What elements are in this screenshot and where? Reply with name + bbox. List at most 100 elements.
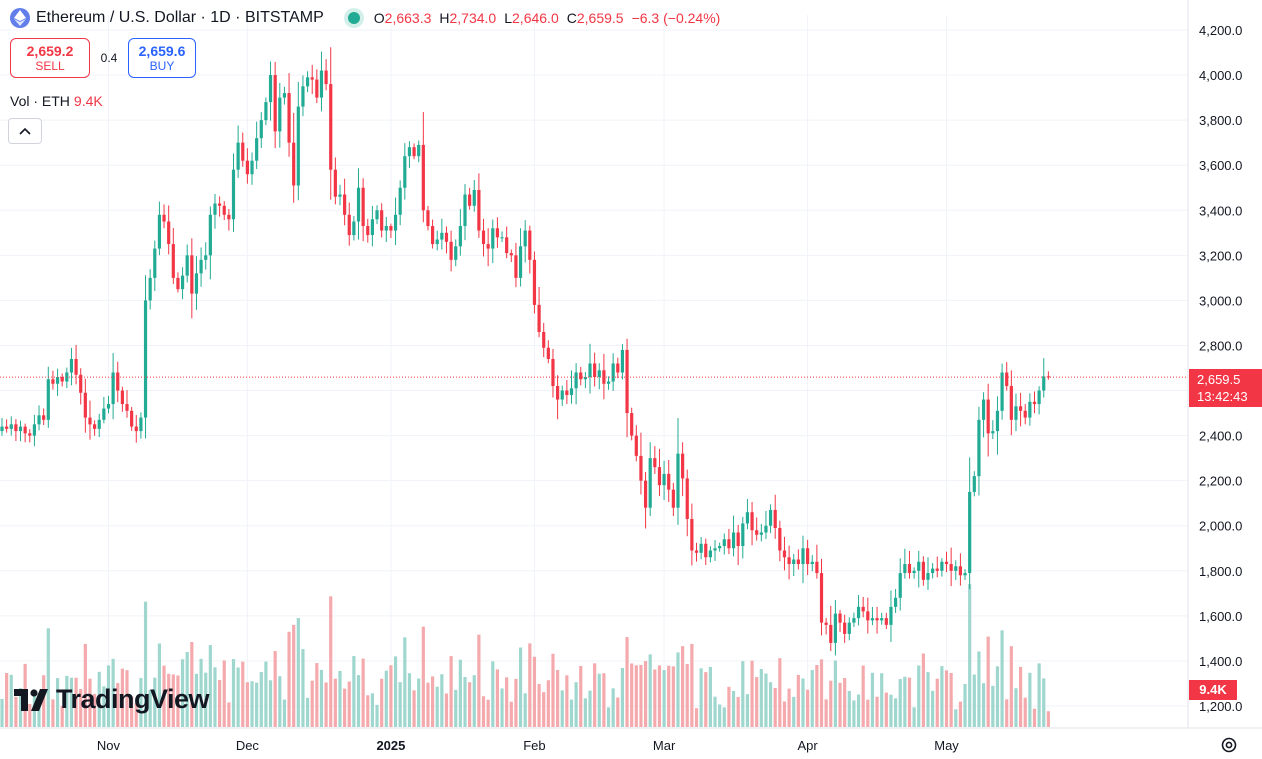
candle-body: [866, 611, 870, 621]
candle-body: [1014, 406, 1018, 420]
volume-bar: [139, 678, 143, 727]
ohlc-high-key: H: [439, 10, 450, 26]
candle-body: [569, 388, 574, 396]
volume-bar: [296, 618, 300, 727]
volume-bar: [481, 696, 486, 727]
x-tick-label: Apr: [798, 738, 819, 753]
volume-bar: [917, 665, 921, 727]
candle-body: [856, 606, 861, 619]
volume-bar: [856, 694, 861, 727]
chart-grid: [0, 15, 1188, 728]
candle-body: [532, 259, 537, 305]
candle-body: [861, 606, 865, 612]
buy-price: 2,659.6: [138, 43, 186, 59]
y-tick-label: 4,000.0: [1199, 68, 1242, 83]
volume-bar: [167, 673, 171, 727]
volume-bar: [9, 674, 13, 727]
candle-body: [921, 561, 925, 580]
candle-body: [366, 226, 370, 236]
collapse-legend-button[interactable]: [8, 118, 42, 144]
volume-bar: [551, 653, 555, 727]
candle-body: [412, 147, 416, 157]
candle-body: [69, 358, 74, 373]
volume-bar: [324, 682, 328, 727]
candle-body: [370, 219, 374, 236]
volume-bar: [106, 665, 111, 727]
candle-body: [236, 142, 240, 170]
volume-bar: [787, 688, 791, 727]
volume-bar: [556, 670, 560, 727]
candle-body: [606, 381, 611, 384]
candle-body: [616, 363, 620, 373]
candle-body: [843, 622, 847, 634]
volume-bar: [810, 670, 814, 727]
y-tick-label: 1,800.0: [1199, 564, 1242, 579]
volume-bar: [1046, 711, 1050, 727]
volume-bar: [815, 665, 819, 727]
volume-bar: [435, 686, 439, 727]
volume-bar: [250, 681, 254, 727]
candle-body: [773, 509, 777, 528]
volume-bar: [500, 688, 504, 727]
candle-body: [32, 424, 37, 436]
candle-body: [454, 246, 458, 260]
volume-bar: [1019, 666, 1023, 727]
candle-body: [588, 363, 592, 378]
volume-bar: [880, 673, 884, 727]
candle-body: [704, 543, 708, 558]
volume-bar: [768, 682, 773, 727]
candle-body: [375, 210, 379, 220]
volume-bar: [305, 697, 310, 727]
price-axis[interactable]: 4,200.0 4,000.0 3,800.0 3,600.0 3,400.0 3,200…: [1187, 0, 1242, 728]
x-tick-label: May: [934, 738, 959, 753]
candle-body: [1042, 376, 1046, 391]
tradingview-logo[interactable]: TradingView: [14, 684, 210, 715]
candle-body: [440, 232, 444, 240]
candle-body: [893, 597, 898, 607]
volume-bar: [685, 663, 689, 727]
volume-bar: [514, 678, 518, 727]
volume-legend[interactable]: Vol · ETH 9.4K: [10, 93, 103, 109]
volume-bar: [42, 675, 46, 727]
volume-bar: [750, 660, 754, 727]
volume-bar: [491, 661, 495, 727]
volume-bar: [227, 702, 231, 727]
y-tick-label: 1,600.0: [1199, 609, 1242, 624]
candle-body: [972, 476, 976, 492]
candle-body: [759, 532, 763, 535]
volume-bar: [366, 695, 370, 727]
candle-body: [917, 561, 921, 571]
volume-bar: [778, 658, 782, 727]
volume-bar: [764, 673, 768, 727]
volume-bar: [282, 699, 287, 727]
candle-body: [218, 203, 222, 206]
settings-gear-icon[interactable]: [1220, 736, 1238, 759]
volume-bar: [833, 660, 837, 727]
volume-bar: [977, 651, 981, 727]
candle-body: [153, 248, 157, 278]
volume-bar: [375, 704, 379, 727]
volume-bar: [208, 645, 212, 727]
sell-button[interactable]: 2,659.2 SELL: [10, 38, 90, 78]
volume-bar: [630, 663, 634, 727]
volume-bar: [444, 693, 449, 727]
volume-bar: [847, 690, 851, 727]
volume-bar: [944, 670, 949, 727]
time-axis[interactable]: Nov Dec 2025 Feb Mar Apr May: [0, 727, 1262, 753]
volume-bar: [662, 670, 666, 727]
volume-bar: [333, 678, 337, 727]
volume-bar: [912, 707, 916, 727]
volume-bar: [861, 665, 865, 727]
buy-button[interactable]: 2,659.6 BUY: [128, 38, 196, 78]
ethereum-icon: [10, 8, 30, 28]
chart-header: Ethereum / U.S. Dollar · 1D · BITSTAMP O…: [10, 6, 720, 30]
candle-body: [500, 237, 504, 239]
volume-bar: [380, 678, 384, 727]
candle-body: [356, 187, 361, 222]
symbol-title[interactable]: Ethereum / U.S. Dollar · 1D · BITSTAMP: [36, 9, 324, 26]
candle-body: [180, 275, 185, 290]
candle-body: [1000, 372, 1004, 411]
candle-body: [1009, 386, 1013, 420]
volume-bar: [676, 652, 680, 727]
